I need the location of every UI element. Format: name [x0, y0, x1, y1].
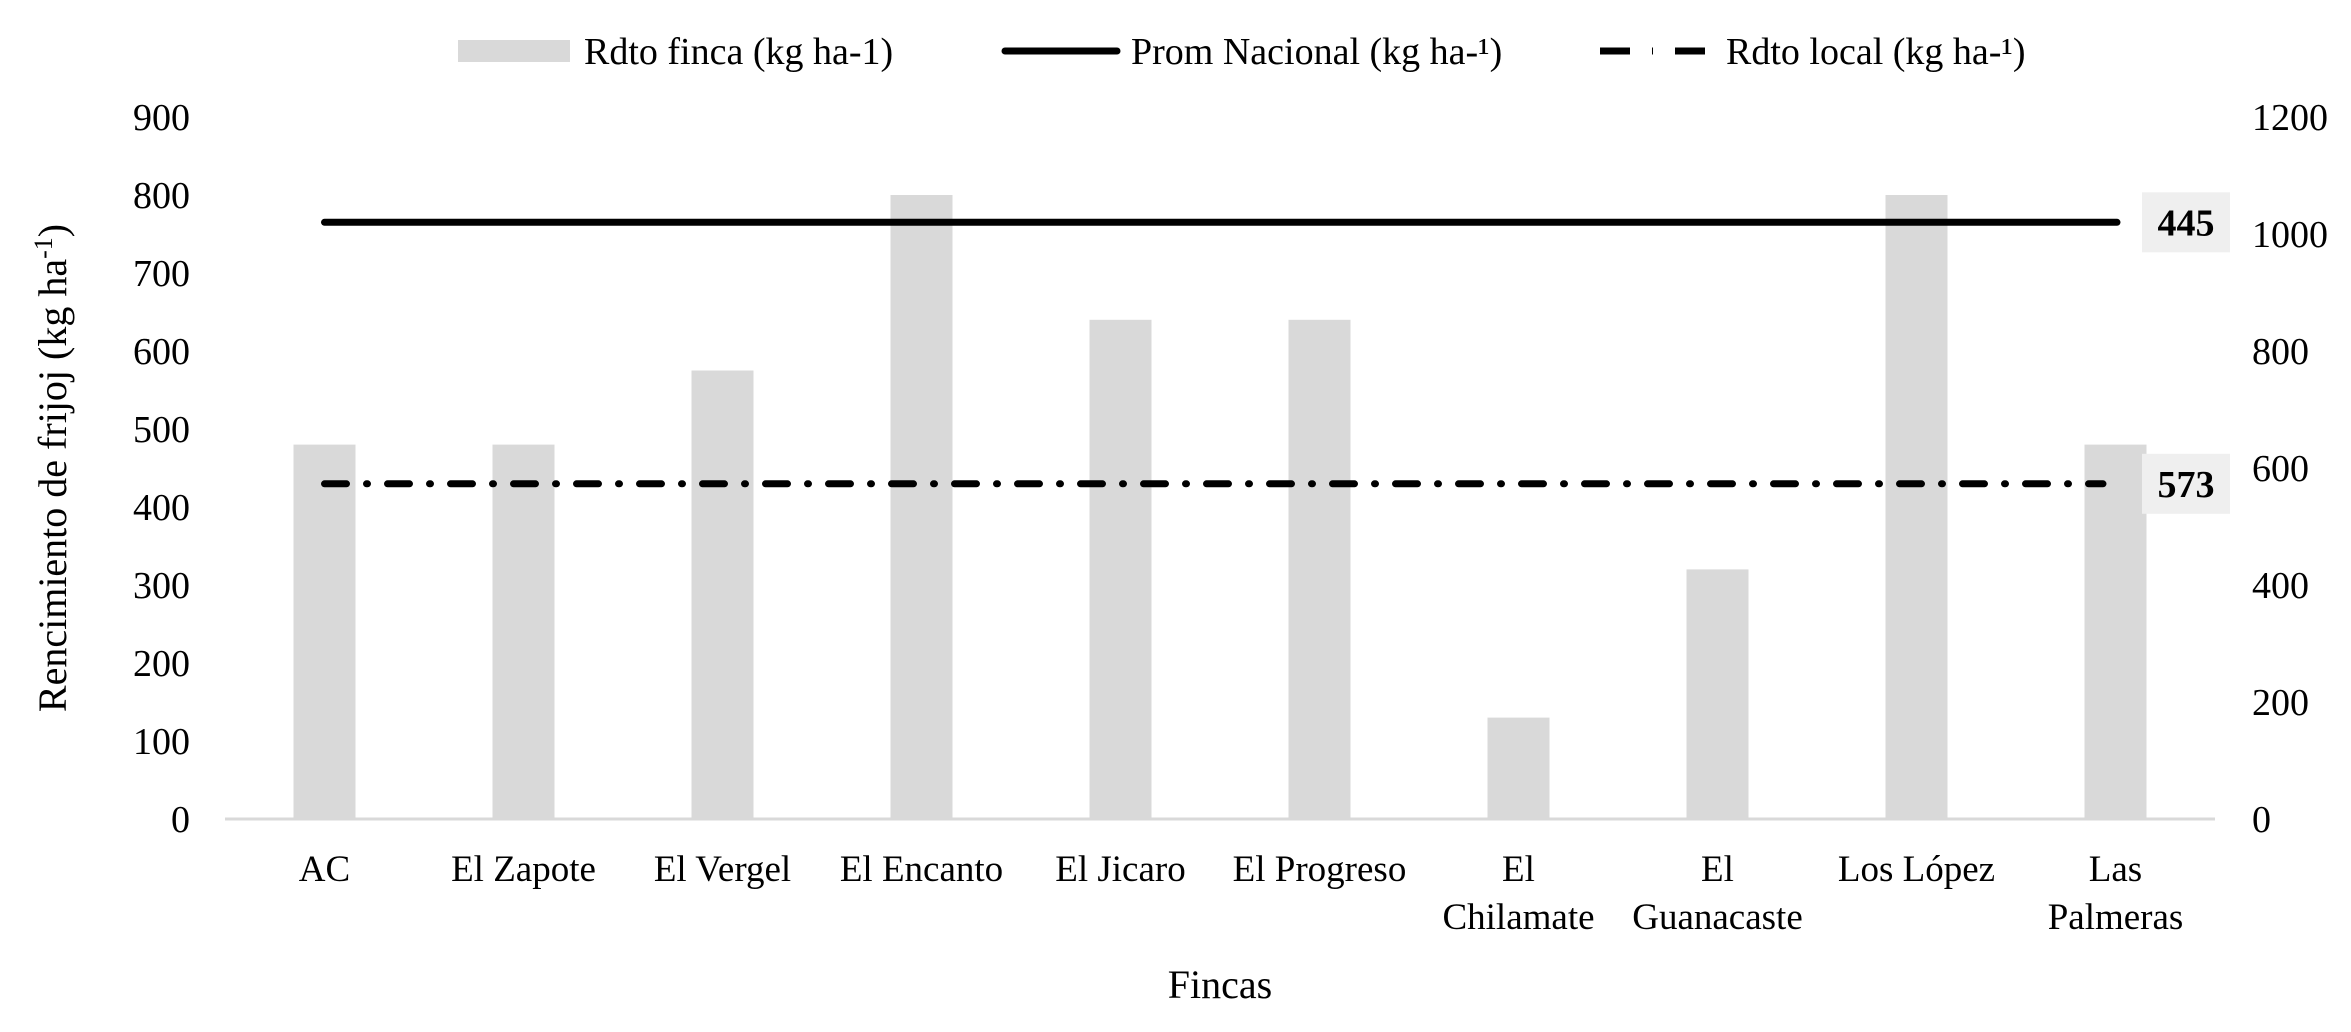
right-y-tick-label: 400: [2252, 565, 2309, 607]
right-y-tick-label: 800: [2252, 331, 2309, 373]
left-y-tick-label: 500: [133, 409, 190, 451]
left-y-tick-label: 200: [133, 643, 190, 685]
bar: [1885, 195, 1948, 819]
data-label-box: [2142, 192, 2230, 253]
legend-label: Rdto finca (kg ha-1): [584, 31, 893, 73]
left-y-tick-label: 900: [133, 97, 190, 139]
right-y-tick-label: 0: [2252, 799, 2271, 841]
line-series: 445 573: [321, 192, 2230, 514]
category-label: Palmeras: [2048, 897, 2184, 938]
left-y-axis: 0 100 200 300 400 500 600 700 800 900: [133, 97, 190, 841]
bar: [890, 195, 953, 819]
data-label: 445: [2158, 202, 2215, 244]
left-y-tick-label: 100: [133, 721, 190, 763]
category-label: AC: [299, 849, 350, 890]
category-label: El: [1701, 849, 1734, 890]
bar: [1089, 319, 1152, 819]
bar: [1686, 569, 1749, 819]
category-label: El: [1502, 849, 1535, 890]
left-y-tick-label: 0: [171, 799, 190, 841]
right-y-tick-label: 200: [2252, 682, 2309, 724]
left-y-tick-label: 300: [133, 565, 190, 607]
left-y-tick-label: 800: [133, 175, 190, 217]
left-y-tick-label: 400: [133, 487, 190, 529]
x-axis-title: Fincas: [1168, 962, 1272, 1007]
bar: [691, 370, 754, 819]
bar: [1487, 717, 1550, 819]
bar-series-rdto-finca: [293, 195, 2147, 819]
y-title-sup: -1: [29, 237, 58, 259]
y-title-main: Rencimiento de frijoj (kg ha: [30, 259, 75, 712]
left-y-tick-label: 600: [133, 331, 190, 373]
y-title-close: ): [30, 224, 75, 237]
legend: Rdto finca (kg ha-1) Prom Nacional (kg ha…: [458, 31, 2025, 73]
left-y-tick-label: 700: [133, 253, 190, 295]
right-y-tick-label: 1200: [2252, 97, 2328, 139]
y-axis-title: Rencimiento de frijoj (kg ha-1): [29, 224, 76, 712]
category-label: Chilamate: [1442, 897, 1594, 938]
category-label: El Progreso: [1233, 849, 1407, 890]
bar: [293, 444, 356, 819]
right-y-tick-label: 1000: [2252, 214, 2328, 256]
bar: [492, 444, 555, 819]
category-label: Guanacaste: [1632, 897, 1803, 938]
legend-label: Prom Nacional (kg ha-¹): [1131, 31, 1502, 73]
category-label: El Jicaro: [1055, 849, 1185, 890]
legend-label: Rdto local (kg ha-¹): [1726, 31, 2025, 73]
x-axis-category-labels: AC El Zapote El Vergel El Encanto El Jicaro E…: [299, 849, 2184, 938]
right-y-tick-label: 600: [2252, 448, 2309, 490]
data-label: 573: [2158, 464, 2215, 506]
data-label-box: [2142, 453, 2230, 514]
category-label: El Encanto: [840, 849, 1003, 890]
category-label: Las: [2089, 849, 2142, 890]
category-label: El Zapote: [451, 849, 596, 890]
category-label: Los López: [1838, 849, 1995, 890]
right-y-axis: 0 200 400 600 800 1000 1200: [2252, 97, 2328, 841]
legend-swatch-bar: [458, 40, 570, 62]
category-label: El Vergel: [654, 849, 791, 890]
bar: [2084, 444, 2147, 819]
bar: [1288, 319, 1351, 819]
